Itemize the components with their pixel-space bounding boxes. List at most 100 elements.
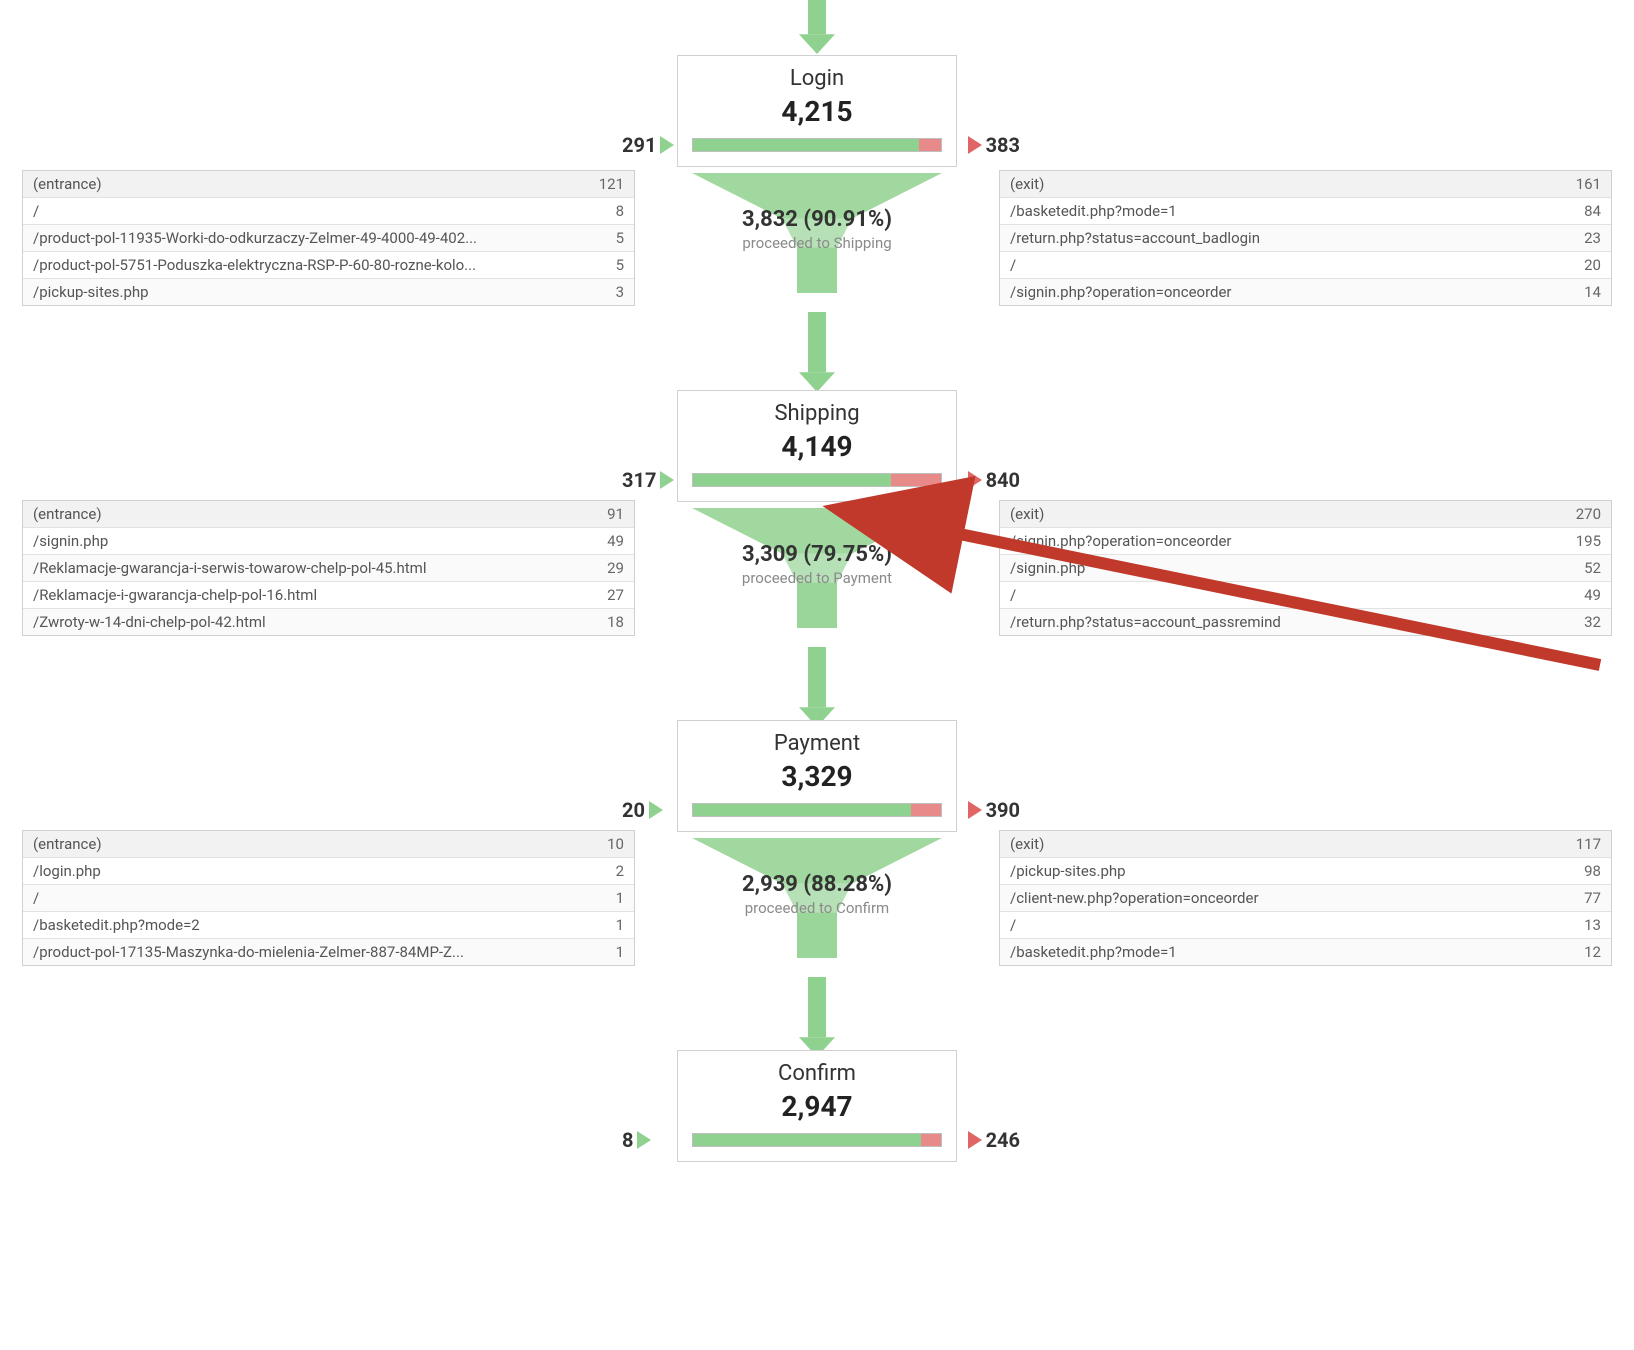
row-path: /signin.php: [33, 532, 108, 550]
table-row[interactable]: /signin.php 52: [1000, 554, 1611, 581]
table-row[interactable]: (entrance)121: [23, 171, 634, 197]
exits-table: (exit)161/basketedit.php?mode=184/return…: [999, 170, 1612, 306]
table-row[interactable]: /signin.php 49: [23, 527, 634, 554]
row-value: 1: [584, 943, 624, 961]
table-row[interactable]: /pickup-sites.php3: [23, 278, 634, 305]
down-arrow-icon: [797, 647, 837, 731]
triangle-out-icon: [968, 136, 982, 154]
step-count: 4,215: [692, 95, 942, 128]
row-path: /signin.php?operation=onceorder: [1010, 283, 1232, 301]
row-value: 195: [1561, 532, 1601, 550]
table-row[interactable]: /signin.php?operation=onceorder 195: [1000, 527, 1611, 554]
table-row[interactable]: (entrance)91: [23, 501, 634, 527]
row-value: 49: [584, 532, 624, 550]
row-path: /Reklamacje-gwarancja-i-serwis-towarow-c…: [33, 559, 426, 577]
table-row[interactable]: /return.php?status=account_passremind32: [1000, 608, 1611, 635]
table-row[interactable]: /product-pol-17135-Maszynka-do-mielenia-…: [23, 938, 634, 965]
step-box: Confirm2,9478246: [677, 1050, 957, 1162]
step-title: Confirm: [692, 1061, 942, 1086]
bar-proceeded-segment: [693, 804, 911, 816]
entrances-table: (entrance)10/login.php2/1/basketedit.php…: [22, 830, 635, 966]
entrances-badge: 317: [622, 468, 674, 492]
funnel-step: Payment3,32920390 2,939 (88.28%)proceede…: [652, 720, 982, 1061]
row-value: 1: [584, 916, 624, 934]
row-path: /basketedit.php?mode=2: [33, 916, 200, 934]
entrances-count: 8: [622, 1128, 633, 1152]
table-row[interactable]: /return.php?status=account_badlogin23: [1000, 224, 1611, 251]
table-row[interactable]: (exit)270: [1000, 501, 1611, 527]
bar-proceeded-segment: [693, 139, 919, 151]
row-path: /basketedit.php?mode=1: [1010, 943, 1177, 961]
row-value: 12: [1561, 943, 1601, 961]
exits-count: 840: [986, 468, 1020, 492]
step-bar-row: 291383: [692, 138, 942, 152]
table-row[interactable]: /20: [1000, 251, 1611, 278]
row-value: 2: [584, 862, 624, 880]
table-row[interactable]: (exit)117: [1000, 831, 1611, 857]
table-row[interactable]: /basketedit.php?mode=2 1: [23, 911, 634, 938]
arrow-down-icon: [797, 0, 837, 54]
step-box: Shipping4,149317840: [677, 390, 957, 502]
table-row[interactable]: /13: [1000, 911, 1611, 938]
row-value: 77: [1561, 889, 1601, 907]
row-value: 52: [1561, 559, 1601, 577]
entrances-count: 317: [622, 468, 656, 492]
row-value: 32: [1561, 613, 1601, 631]
row-path: /Reklamacje-i-gwarancja-chelp-pol-16.htm…: [33, 586, 317, 604]
row-value: 18: [584, 613, 624, 631]
table-row[interactable]: /product-pol-11935-Worki-do-odkurzaczy-Z…: [23, 224, 634, 251]
row-value: 5: [584, 256, 624, 274]
row-value: 10: [584, 835, 624, 853]
arrow-down-icon: [797, 977, 837, 1057]
row-value: 3: [584, 283, 624, 301]
row-path: /client-new.php?operation=onceorder: [1010, 889, 1259, 907]
entrances-count: 291: [622, 133, 656, 157]
entrances-table: (entrance)121/8/product-pol-11935-Worki-…: [22, 170, 635, 306]
row-value: 27: [584, 586, 624, 604]
row-value: 270: [1561, 505, 1601, 523]
row-path: /: [1010, 586, 1016, 604]
table-row[interactable]: /1: [23, 884, 634, 911]
table-row[interactable]: /basketedit.php?mode=184: [1000, 197, 1611, 224]
step-bar: [692, 803, 942, 817]
table-row[interactable]: /8: [23, 197, 634, 224]
table-row[interactable]: /signin.php?operation=onceorder14: [1000, 278, 1611, 305]
row-path: /signin.php?operation=onceorder: [1010, 532, 1232, 550]
row-path: (exit): [1010, 175, 1044, 193]
row-path: /product-pol-11935-Worki-do-odkurzaczy-Z…: [33, 229, 477, 247]
triangle-in-icon: [649, 801, 663, 819]
funnel-canvas: Login4,215291383 3,832 (90.91%)proceeded…: [20, 0, 1614, 1350]
table-row[interactable]: /Zwroty-w-14-dni-chelp-pol-42.html18: [23, 608, 634, 635]
table-row[interactable]: /pickup-sites.php98: [1000, 857, 1611, 884]
bar-proceeded-segment: [693, 474, 891, 486]
table-row[interactable]: /product-pol-5751-Poduszka-elektryczna-R…: [23, 251, 634, 278]
entrances-badge: 20: [622, 798, 663, 822]
exits-count: 383: [986, 133, 1020, 157]
table-row[interactable]: /49: [1000, 581, 1611, 608]
table-row[interactable]: /basketedit.php?mode=1 12: [1000, 938, 1611, 965]
exits-badge: 246: [968, 1128, 1020, 1152]
exits-badge: 383: [968, 133, 1020, 157]
table-row[interactable]: (entrance)10: [23, 831, 634, 857]
row-path: (exit): [1010, 835, 1044, 853]
table-row[interactable]: (exit)161: [1000, 171, 1611, 197]
table-row[interactable]: /Reklamacje-gwarancja-i-serwis-towarow-c…: [23, 554, 634, 581]
proceed-label: proceeded to Payment: [742, 569, 892, 587]
exits-badge: 840: [968, 468, 1020, 492]
proceed-value: 3,832 (90.91%): [742, 207, 892, 232]
triangle-in-icon: [660, 136, 674, 154]
step-bar-row: 20390: [692, 803, 942, 817]
down-arrow-icon: [797, 312, 837, 396]
bar-dropoff-segment: [911, 804, 941, 816]
funnel-step: Login4,215291383 3,832 (90.91%)proceeded…: [652, 55, 982, 396]
row-path: /: [1010, 256, 1016, 274]
row-path: /signin.php: [1010, 559, 1085, 577]
table-row[interactable]: /client-new.php?operation=onceorder 77: [1000, 884, 1611, 911]
step-bar: [692, 1133, 942, 1147]
table-row[interactable]: /Reklamacje-i-gwarancja-chelp-pol-16.htm…: [23, 581, 634, 608]
row-value: 121: [584, 175, 624, 193]
arrow-down-icon: [797, 312, 837, 392]
table-row[interactable]: /login.php2: [23, 857, 634, 884]
exits-table: (exit)117/pickup-sites.php98/client-new.…: [999, 830, 1612, 966]
down-arrow-icon: [797, 977, 837, 1061]
